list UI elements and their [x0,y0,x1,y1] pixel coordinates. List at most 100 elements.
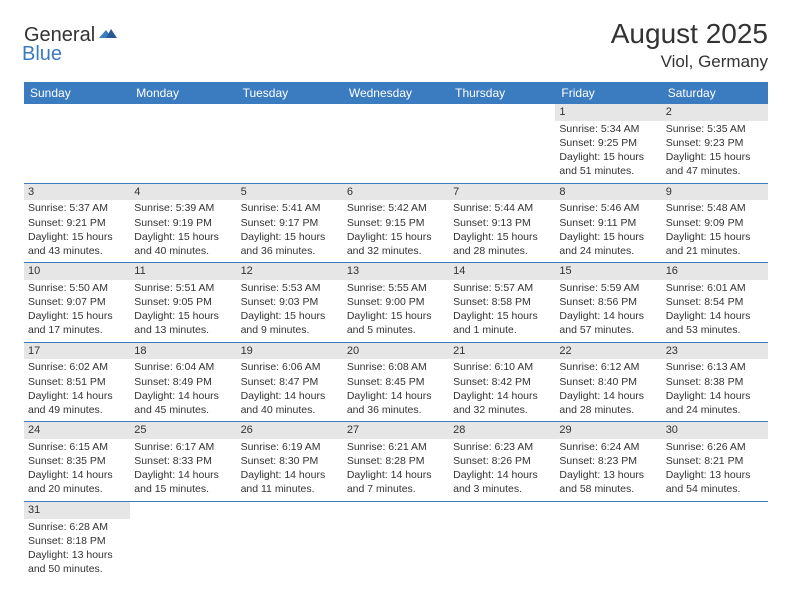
day-daylight2: and 53 minutes. [666,323,764,337]
day-daylight1: Daylight: 14 hours [28,468,126,482]
day-sunset: Sunset: 8:40 PM [559,375,657,389]
calendar-day-cell: 7Sunrise: 5:44 AMSunset: 9:13 PMDaylight… [449,183,555,263]
day-sunset: Sunset: 8:56 PM [559,295,657,309]
day-daylight1: Daylight: 15 hours [666,150,764,164]
calendar-blank-cell [343,104,449,183]
day-daylight2: and 54 minutes. [666,482,764,496]
day-number: 1 [555,104,661,121]
day-daylight2: and 9 minutes. [241,323,339,337]
day-sunrise: Sunrise: 5:50 AM [28,281,126,295]
calendar-day-cell: 6Sunrise: 5:42 AMSunset: 9:15 PMDaylight… [343,183,449,263]
day-sunset: Sunset: 8:26 PM [453,454,551,468]
calendar-blank-cell [130,104,236,183]
day-daylight2: and 49 minutes. [28,403,126,417]
day-number: 9 [662,184,768,201]
calendar-blank-cell [237,501,343,580]
day-sunrise: Sunrise: 5:57 AM [453,281,551,295]
day-sunset: Sunset: 8:33 PM [134,454,232,468]
brand-blue-wrapper: Blue [24,43,62,66]
day-daylight2: and 40 minutes. [241,403,339,417]
calendar-day-cell: 2Sunrise: 5:35 AMSunset: 9:23 PMDaylight… [662,104,768,183]
day-daylight2: and 50 minutes. [28,562,126,576]
day-daylight1: Daylight: 13 hours [666,468,764,482]
day-daylight2: and 40 minutes. [134,244,232,258]
day-sunrise: Sunrise: 5:59 AM [559,281,657,295]
day-daylight2: and 28 minutes. [453,244,551,258]
day-number: 3 [24,184,130,201]
calendar-day-cell: 12Sunrise: 5:53 AMSunset: 9:03 PMDayligh… [237,263,343,343]
day-sunset: Sunset: 8:54 PM [666,295,764,309]
day-daylight1: Daylight: 14 hours [666,389,764,403]
day-sunset: Sunset: 8:21 PM [666,454,764,468]
day-daylight1: Daylight: 14 hours [559,309,657,323]
calendar-day-cell: 25Sunrise: 6:17 AMSunset: 8:33 PMDayligh… [130,422,236,502]
day-sunrise: Sunrise: 6:24 AM [559,440,657,454]
calendar-day-cell: 14Sunrise: 5:57 AMSunset: 8:58 PMDayligh… [449,263,555,343]
day-daylight1: Daylight: 15 hours [559,150,657,164]
day-daylight2: and 15 minutes. [134,482,232,496]
day-sunset: Sunset: 9:15 PM [347,216,445,230]
day-sunset: Sunset: 8:28 PM [347,454,445,468]
day-sunset: Sunset: 8:38 PM [666,375,764,389]
day-number: 19 [237,343,343,360]
day-daylight1: Daylight: 14 hours [347,468,445,482]
day-daylight2: and 7 minutes. [347,482,445,496]
day-sunrise: Sunrise: 6:08 AM [347,360,445,374]
calendar-blank-cell [449,104,555,183]
day-daylight1: Daylight: 15 hours [453,309,551,323]
calendar-table: Sunday Monday Tuesday Wednesday Thursday… [24,82,768,580]
day-number: 28 [449,422,555,439]
day-sunrise: Sunrise: 5:48 AM [666,201,764,215]
calendar-day-cell: 24Sunrise: 6:15 AMSunset: 8:35 PMDayligh… [24,422,130,502]
day-number: 24 [24,422,130,439]
calendar-day-cell: 30Sunrise: 6:26 AMSunset: 8:21 PMDayligh… [662,422,768,502]
calendar-blank-cell [24,104,130,183]
day-number: 15 [555,263,661,280]
day-daylight1: Daylight: 14 hours [347,389,445,403]
day-daylight1: Daylight: 14 hours [134,389,232,403]
day-sunrise: Sunrise: 6:02 AM [28,360,126,374]
day-sunrise: Sunrise: 5:55 AM [347,281,445,295]
day-daylight2: and 28 minutes. [559,403,657,417]
day-daylight1: Daylight: 13 hours [28,548,126,562]
day-daylight1: Daylight: 15 hours [28,230,126,244]
calendar-blank-cell [237,104,343,183]
calendar-day-cell: 1Sunrise: 5:34 AMSunset: 9:25 PMDaylight… [555,104,661,183]
day-sunset: Sunset: 9:17 PM [241,216,339,230]
calendar-day-cell: 18Sunrise: 6:04 AMSunset: 8:49 PMDayligh… [130,342,236,422]
day-number: 13 [343,263,449,280]
day-daylight2: and 20 minutes. [28,482,126,496]
calendar-blank-cell [130,501,236,580]
calendar-day-cell: 8Sunrise: 5:46 AMSunset: 9:11 PMDaylight… [555,183,661,263]
calendar-day-cell: 21Sunrise: 6:10 AMSunset: 8:42 PMDayligh… [449,342,555,422]
day-daylight2: and 36 minutes. [347,403,445,417]
calendar-day-cell: 27Sunrise: 6:21 AMSunset: 8:28 PMDayligh… [343,422,449,502]
day-sunset: Sunset: 9:13 PM [453,216,551,230]
day-daylight1: Daylight: 14 hours [134,468,232,482]
calendar-day-cell: 16Sunrise: 6:01 AMSunset: 8:54 PMDayligh… [662,263,768,343]
day-sunset: Sunset: 9:23 PM [666,136,764,150]
page-header: General August 2025 Viol, Germany [24,18,768,72]
calendar-day-cell: 20Sunrise: 6:08 AMSunset: 8:45 PMDayligh… [343,342,449,422]
calendar-day-cell: 17Sunrise: 6:02 AMSunset: 8:51 PMDayligh… [24,342,130,422]
calendar-day-cell: 26Sunrise: 6:19 AMSunset: 8:30 PMDayligh… [237,422,343,502]
day-sunrise: Sunrise: 5:39 AM [134,201,232,215]
day-daylight2: and 32 minutes. [347,244,445,258]
day-sunset: Sunset: 9:07 PM [28,295,126,309]
day-daylight1: Daylight: 14 hours [28,389,126,403]
calendar-blank-cell [555,501,661,580]
calendar-day-cell: 29Sunrise: 6:24 AMSunset: 8:23 PMDayligh… [555,422,661,502]
day-sunset: Sunset: 9:25 PM [559,136,657,150]
day-sunset: Sunset: 8:23 PM [559,454,657,468]
day-sunrise: Sunrise: 5:42 AM [347,201,445,215]
day-daylight1: Daylight: 15 hours [453,230,551,244]
calendar-day-cell: 4Sunrise: 5:39 AMSunset: 9:19 PMDaylight… [130,183,236,263]
day-sunset: Sunset: 8:18 PM [28,534,126,548]
calendar-blank-cell [662,501,768,580]
day-daylight1: Daylight: 15 hours [666,230,764,244]
day-sunrise: Sunrise: 6:19 AM [241,440,339,454]
flag-icon [99,26,117,45]
day-daylight2: and 11 minutes. [241,482,339,496]
day-sunrise: Sunrise: 6:10 AM [453,360,551,374]
calendar-day-cell: 10Sunrise: 5:50 AMSunset: 9:07 PMDayligh… [24,263,130,343]
